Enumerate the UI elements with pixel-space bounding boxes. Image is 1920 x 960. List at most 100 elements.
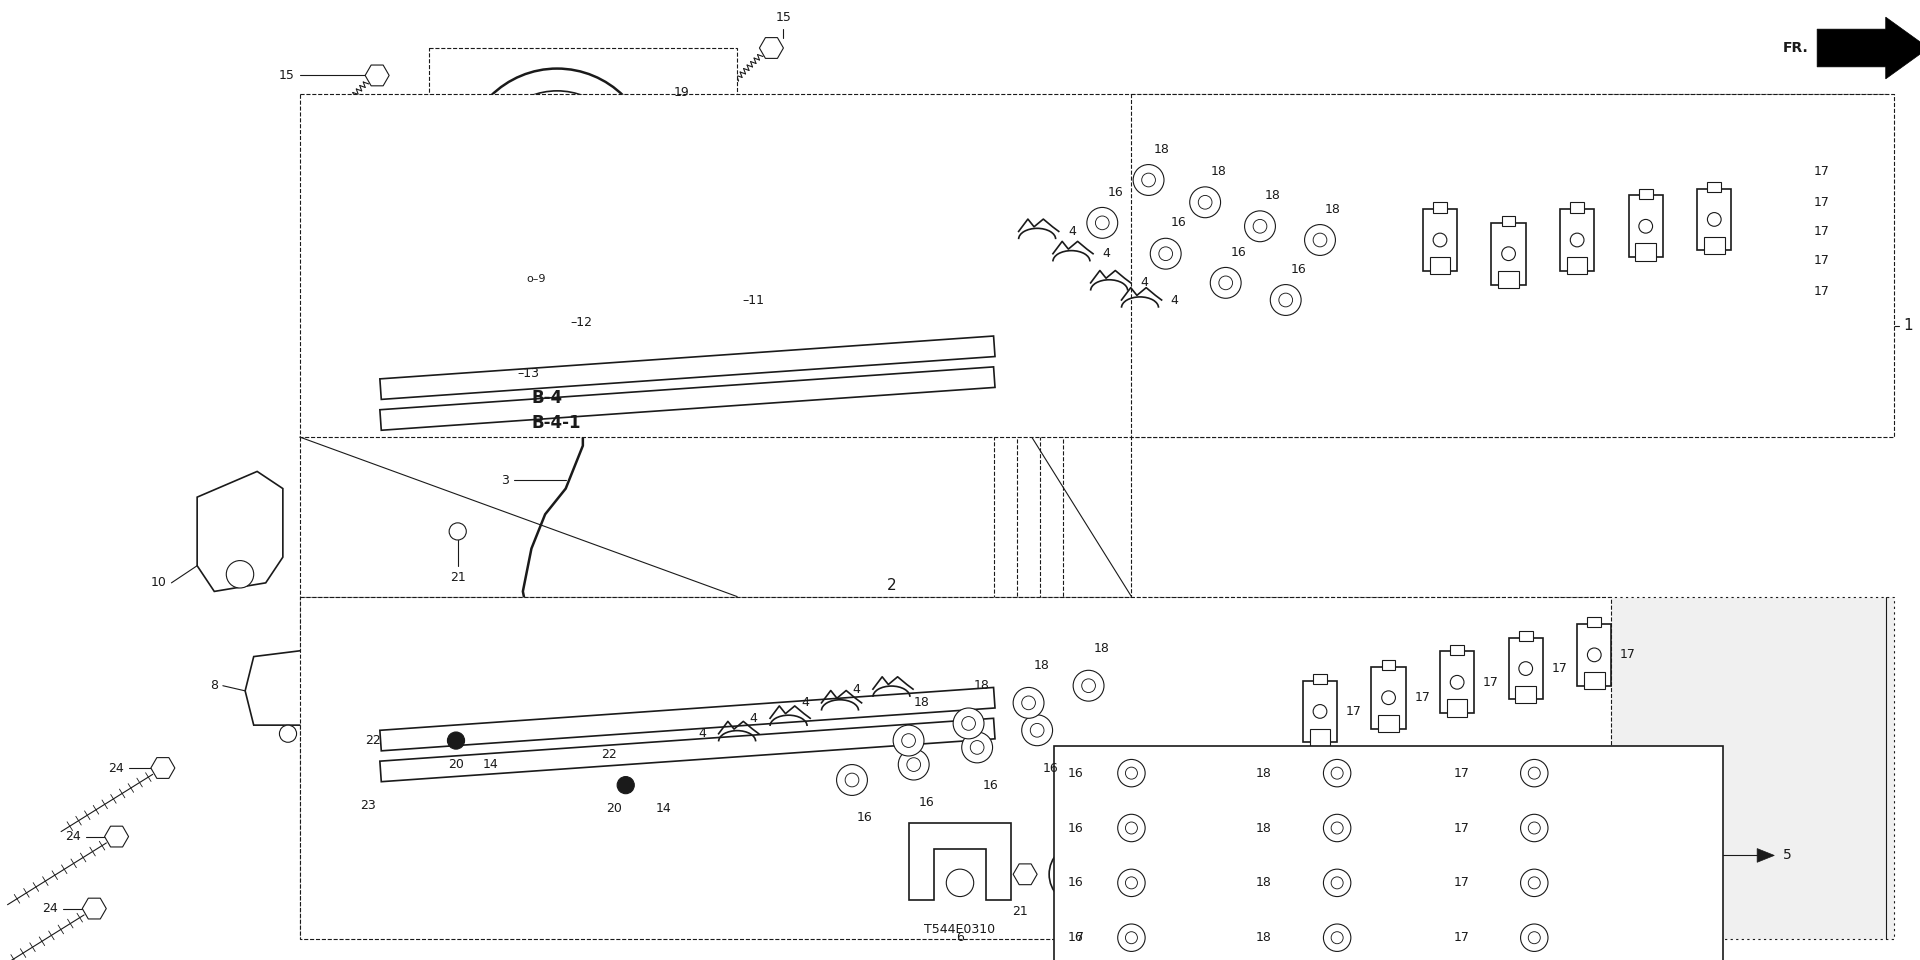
Text: 17: 17 — [1415, 691, 1430, 705]
Text: 16: 16 — [1231, 246, 1246, 258]
Circle shape — [1133, 164, 1164, 196]
Bar — [1313, 674, 1327, 684]
Bar — [566, 380, 597, 401]
Bar — [1492, 223, 1526, 284]
Circle shape — [1331, 822, 1344, 834]
Text: 4: 4 — [1068, 225, 1075, 238]
Circle shape — [1117, 814, 1144, 842]
Text: 4: 4 — [1171, 294, 1179, 306]
Text: 20: 20 — [607, 803, 622, 815]
Polygon shape — [104, 827, 129, 847]
Circle shape — [906, 757, 920, 772]
Text: 18: 18 — [1210, 165, 1227, 178]
Text: 20: 20 — [447, 757, 465, 771]
Text: 3: 3 — [501, 473, 509, 487]
Text: 17: 17 — [1453, 767, 1469, 780]
Polygon shape — [392, 731, 417, 751]
Circle shape — [1323, 814, 1352, 842]
Polygon shape — [83, 899, 106, 919]
Circle shape — [1304, 225, 1336, 255]
Circle shape — [1125, 822, 1137, 834]
Polygon shape — [634, 744, 659, 765]
Bar — [1379, 715, 1400, 732]
Circle shape — [1279, 293, 1292, 307]
Text: 18: 18 — [1256, 876, 1271, 889]
Circle shape — [1031, 724, 1044, 737]
Circle shape — [1081, 679, 1096, 692]
Polygon shape — [380, 336, 995, 399]
Bar — [1576, 624, 1611, 685]
Circle shape — [1271, 284, 1302, 316]
Text: 4: 4 — [1102, 248, 1110, 260]
Circle shape — [1014, 687, 1044, 718]
Text: FR.: FR. — [1784, 41, 1809, 55]
Text: 4: 4 — [852, 683, 860, 696]
Text: 24: 24 — [42, 902, 58, 915]
Circle shape — [1210, 268, 1240, 299]
Bar — [474, 733, 505, 748]
Circle shape — [1521, 924, 1548, 951]
Text: 18: 18 — [1265, 189, 1281, 202]
Text: 16: 16 — [1068, 931, 1083, 945]
Text: B-4: B-4 — [532, 389, 563, 407]
Circle shape — [899, 749, 929, 780]
Text: 17: 17 — [1551, 662, 1567, 675]
Circle shape — [1331, 767, 1344, 780]
Circle shape — [1323, 759, 1352, 787]
Circle shape — [486, 91, 630, 235]
Circle shape — [1125, 932, 1137, 944]
Bar — [1131, 94, 1895, 437]
Text: 4: 4 — [1140, 276, 1148, 289]
Text: 21: 21 — [1012, 905, 1027, 918]
Text: o–9: o–9 — [526, 275, 545, 284]
Circle shape — [488, 275, 522, 308]
Text: 17: 17 — [1346, 705, 1361, 718]
Polygon shape — [396, 795, 420, 816]
Polygon shape — [198, 471, 282, 591]
Circle shape — [902, 733, 916, 748]
Text: 17: 17 — [1453, 876, 1469, 889]
Circle shape — [1432, 233, 1448, 247]
Circle shape — [1150, 238, 1181, 269]
Text: 18: 18 — [1033, 659, 1050, 672]
Circle shape — [845, 773, 858, 787]
Circle shape — [499, 284, 513, 299]
Circle shape — [1323, 869, 1352, 897]
Circle shape — [1521, 814, 1548, 842]
Bar — [428, 48, 737, 351]
Circle shape — [1521, 869, 1548, 897]
Circle shape — [893, 725, 924, 756]
Bar — [1382, 660, 1396, 670]
Text: –13: –13 — [518, 368, 540, 380]
Text: 16: 16 — [1068, 876, 1083, 889]
Text: B-4-1: B-4-1 — [532, 415, 582, 432]
Text: 15: 15 — [278, 69, 296, 82]
Polygon shape — [365, 65, 390, 85]
Circle shape — [1125, 767, 1137, 780]
Text: –11: –11 — [743, 294, 764, 306]
Text: –12: –12 — [570, 316, 593, 328]
Bar — [1636, 244, 1655, 260]
Polygon shape — [1014, 864, 1037, 885]
Bar — [1705, 236, 1724, 253]
Text: 18: 18 — [1154, 143, 1169, 156]
Text: 17: 17 — [1814, 196, 1830, 208]
Circle shape — [1571, 233, 1584, 247]
Text: 16: 16 — [920, 796, 935, 808]
Polygon shape — [380, 367, 995, 430]
Polygon shape — [246, 648, 340, 725]
Circle shape — [1219, 276, 1233, 290]
Text: 22: 22 — [601, 748, 616, 760]
Polygon shape — [428, 129, 463, 188]
Bar — [1697, 188, 1732, 251]
Polygon shape — [908, 823, 1012, 900]
Circle shape — [837, 764, 868, 796]
Bar — [1707, 181, 1720, 192]
Bar — [1304, 681, 1336, 742]
Circle shape — [1048, 844, 1112, 905]
Circle shape — [1254, 220, 1267, 233]
Text: 16: 16 — [856, 811, 874, 825]
Text: 16: 16 — [1043, 761, 1058, 775]
Text: 18: 18 — [1256, 767, 1271, 780]
Text: 4: 4 — [751, 711, 758, 725]
